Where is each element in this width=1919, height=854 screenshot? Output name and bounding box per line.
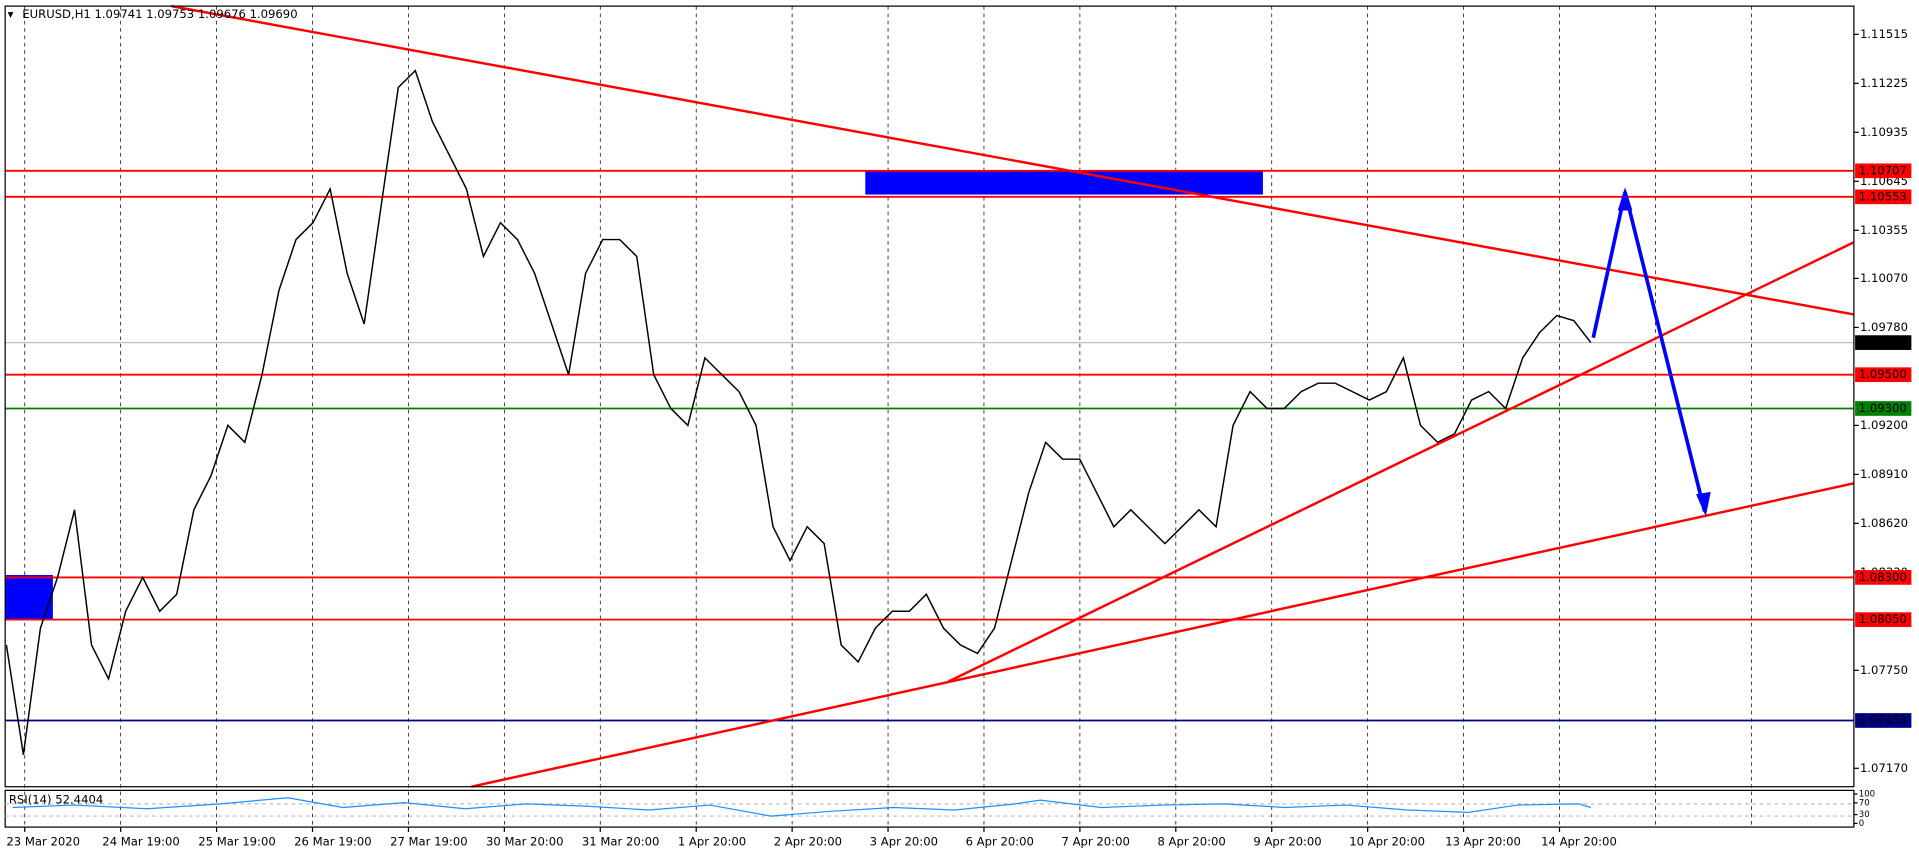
rsi-tick-label: 70 (1859, 798, 1870, 808)
level-label: 1.10553 (1859, 189, 1907, 203)
trend-line (471, 482, 1855, 788)
level-tag (1855, 189, 1912, 205)
x-tick-label: 26 Mar 19:00 (294, 834, 372, 848)
ohlc: 1.09741 1.09753 1.09676 1.09690 (94, 7, 297, 21)
level-tag (1855, 163, 1912, 179)
x-tick-label: 23 Mar 2020 (6, 834, 80, 848)
y-tick-label: 1.07750 (1860, 663, 1908, 677)
level-tag (1855, 612, 1912, 627)
y-tick-label: 1.08620 (1860, 516, 1908, 530)
level-tag (1855, 367, 1912, 383)
x-tick-label: 2 Apr 20:00 (774, 834, 842, 848)
level-label: 1.10707 (1859, 163, 1907, 177)
x-tick-label: 1 Apr 20:00 (678, 834, 746, 848)
rsi-tick-label: 30 (1859, 810, 1870, 820)
rsi-axis: 10070 300 (1853, 790, 1875, 829)
x-tick-label: 24 Mar 19:00 (102, 834, 180, 848)
x-tick-label: 6 Apr 20:00 (966, 834, 1034, 848)
y-tick-label: 1.10935 (1860, 125, 1908, 139)
levels (5, 169, 1854, 722)
trend-line (171, 4, 1855, 316)
x-tick-label: 27 Mar 19:00 (390, 834, 468, 848)
rsi-label: RSI(14) 52.4404 (9, 793, 103, 807)
y-tick-label: 1.09200 (1860, 418, 1908, 432)
level-tag (1855, 335, 1912, 350)
level-label: 1.08300 (1859, 570, 1907, 584)
x-tick-label: 9 Apr 20:00 (1253, 834, 1321, 848)
y-tick-label: 1.08910 (1860, 467, 1908, 481)
time-grid (24, 6, 1752, 828)
arrow-head (1696, 491, 1711, 517)
collapse-icon[interactable]: ▾ (8, 7, 14, 21)
y-tick-label: 1.10355 (1860, 223, 1908, 237)
main-frame (4, 5, 1855, 788)
level-label: 1.09300 (1859, 401, 1907, 415)
y-tick-label: 1.11515 (1860, 27, 1908, 41)
trend-line (947, 241, 1855, 683)
rsi-line (12, 797, 1591, 817)
zone (865, 170, 1263, 195)
x-tick-label: 14 Apr 20:00 (1541, 834, 1617, 848)
x-tick-label: 7 Apr 20:00 (1062, 834, 1130, 848)
y-tick-label: 1.07170 (1860, 761, 1908, 775)
y-tick-label: 1.09780 (1860, 320, 1908, 334)
x-tick-label: 8 Apr 20:00 (1157, 834, 1225, 848)
x-tick-label: 25 Mar 19:00 (198, 834, 276, 848)
arrow-head (1617, 187, 1633, 211)
x-tick-label: 10 Apr 20:00 (1349, 834, 1425, 848)
y-tick-label: 1.11225 (1860, 76, 1908, 90)
rsi-tick-label: 100 (1859, 790, 1875, 800)
level-label: 1.08050 (1859, 612, 1907, 626)
level-label: 1.07453 (1859, 713, 1907, 727)
x-tick-label: 31 Mar 20:00 (582, 834, 660, 848)
price-line (5, 69, 1592, 755)
zone (5, 575, 53, 620)
rsi-frame (4, 789, 1855, 828)
level-label: 1.09690 (1859, 335, 1907, 349)
symbol: EURUSD,H1 (22, 7, 91, 21)
x-tick-label: 30 Mar 20:00 (486, 834, 564, 848)
level-tag (1855, 401, 1912, 416)
x-tick-label: 3 Apr 20:00 (870, 834, 938, 848)
y-tick-label: 1.10070 (1860, 271, 1908, 285)
rsi-tick-label: 0 (1859, 819, 1864, 829)
level-tag (1855, 713, 1912, 728)
price-axis: 1.115151.112251.109351.106451.103551.100… (1853, 27, 1912, 775)
time-axis: 23 Mar 2020 24 Mar 19:00 25 Mar 19:00 26 Ma… (6, 827, 1617, 848)
level-label: 1.09500 (1859, 367, 1907, 381)
x-tick-label: 13 Apr 20:00 (1445, 834, 1521, 848)
level-tag (1855, 570, 1912, 585)
